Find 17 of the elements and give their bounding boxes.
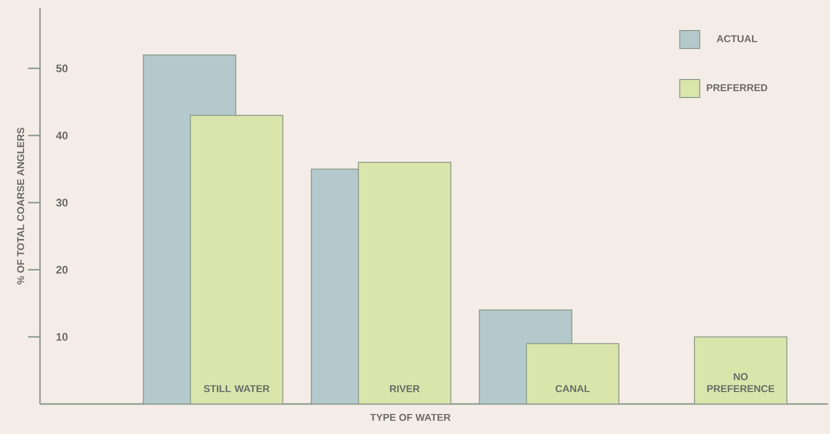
legend-label: PREFERRED [706, 84, 768, 92]
y-axis-title: % OF TOTAL COARSE ANGLERS [17, 128, 24, 284]
y-tick-label: 10 [56, 333, 68, 341]
x-axis-title: TYPE OF WATER [370, 414, 450, 421]
x-tick-label: RIVER [390, 385, 420, 392]
y-tick-label: 30 [56, 198, 68, 207]
bar [694, 336, 788, 404]
bar [190, 114, 284, 404]
x-tick-label: STILL WATER [204, 385, 270, 392]
x-tick-label: NO PREFERENCE [707, 373, 774, 392]
bar [358, 162, 452, 404]
legend-label: ACTUAL [716, 35, 758, 42]
y-tick-label: 40 [56, 132, 68, 140]
bar [526, 343, 620, 404]
y-tick-label: 50 [56, 64, 68, 72]
x-tick-label: CANAL [556, 385, 590, 392]
y-tick-label: 20 [56, 266, 68, 274]
